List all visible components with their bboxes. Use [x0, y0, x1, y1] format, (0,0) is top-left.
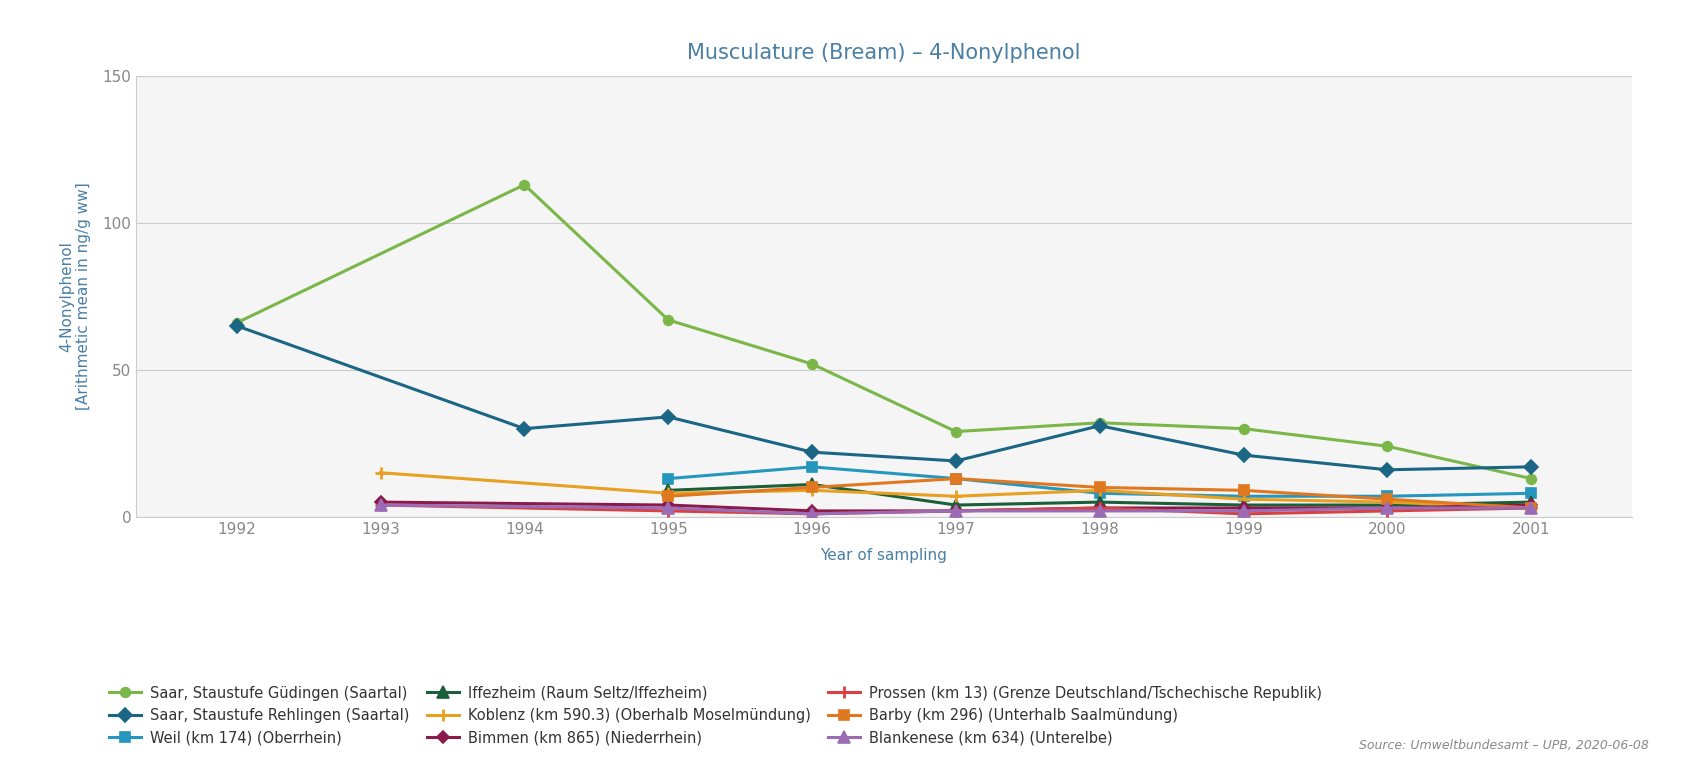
Title: Musculature (Bream) – 4-Nonylphenol: Musculature (Bream) – 4-Nonylphenol — [687, 43, 1081, 63]
Y-axis label: 4-Nonylphenol
[Arithmetic mean in ng/g ww]: 4-Nonylphenol [Arithmetic mean in ng/g w… — [60, 182, 92, 410]
Text: Source: Umweltbundesamt – UPB, 2020-06-08: Source: Umweltbundesamt – UPB, 2020-06-0… — [1358, 739, 1649, 752]
Legend: Saar, Staustufe Güdingen (Saartal), Saar, Staustufe Rehlingen (Saartal), Weil (k: Saar, Staustufe Güdingen (Saartal), Saar… — [109, 686, 1323, 745]
X-axis label: Year of sampling: Year of sampling — [821, 548, 947, 562]
